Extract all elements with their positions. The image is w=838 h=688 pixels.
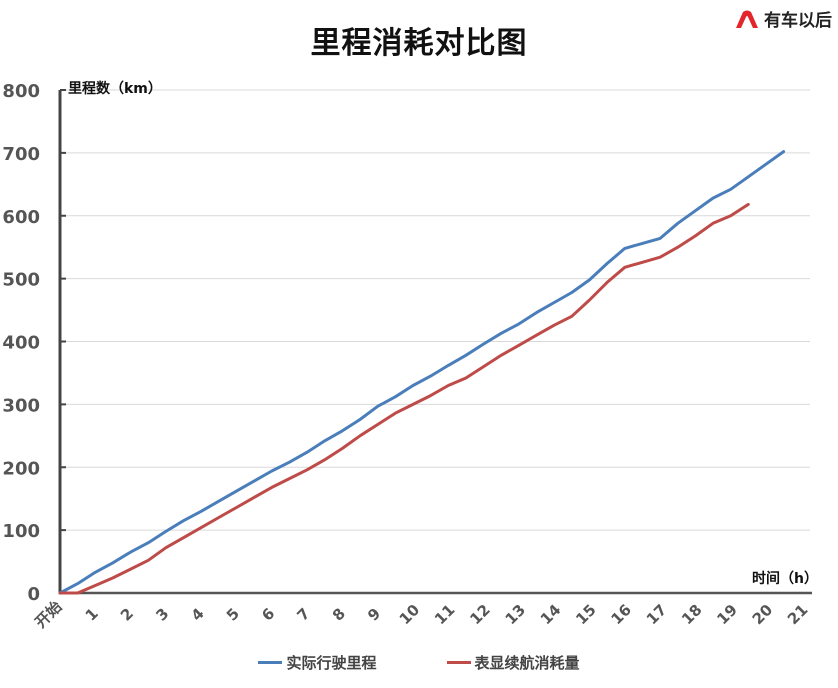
y-tick-label: 800 xyxy=(2,81,40,102)
y-tick-label: 0 xyxy=(27,584,40,605)
x-tick-label: 7 xyxy=(294,604,314,624)
gridlines xyxy=(62,89,810,531)
x-tick-label: 10 xyxy=(396,601,423,628)
x-tick-label: 18 xyxy=(678,601,705,628)
x-tick-label: 9 xyxy=(364,604,384,624)
x-tick-label: 19 xyxy=(713,601,740,628)
x-tick-label: 21 xyxy=(784,601,811,628)
x-tick-label: 12 xyxy=(466,601,493,628)
x-tick-label: 14 xyxy=(537,601,564,628)
x-tick-label: 6 xyxy=(258,604,278,624)
y-tick-label: 200 xyxy=(2,458,40,479)
car-brand-icon xyxy=(736,10,758,28)
y-tick-label: 300 xyxy=(2,395,40,416)
brand-logo: 有车以后 xyxy=(734,6,832,31)
x-tick-label: 4 xyxy=(188,604,208,624)
actual-mileage-line xyxy=(58,150,786,595)
y-tick-label: 400 xyxy=(2,333,40,354)
legend-swatch-red xyxy=(446,661,471,664)
y-tick-label: 700 xyxy=(2,144,40,165)
x-tick-label: 20 xyxy=(749,601,776,628)
y-tick-label: 600 xyxy=(2,207,40,228)
chart-title: 里程消耗对比图 xyxy=(310,26,528,61)
x-tick-label: 5 xyxy=(223,604,243,624)
y-axis-label: 里程数（km） xyxy=(68,80,162,97)
series-lines xyxy=(58,150,786,595)
x-tick-label: 13 xyxy=(502,601,529,628)
displayed-range-consumption-line xyxy=(58,202,750,595)
legend-item-actual: 实际行驶里程 xyxy=(258,652,377,673)
x-tick-label: 8 xyxy=(329,604,349,624)
legend: 实际行驶里程 表显续航消耗量 xyxy=(0,652,838,673)
y-tick-label: 500 xyxy=(2,270,40,291)
x-tick-label: 11 xyxy=(431,601,458,628)
x-tick-label: 16 xyxy=(608,601,635,628)
x-tick-label: 1 xyxy=(82,604,102,624)
x-tick-label: 15 xyxy=(572,601,599,628)
brand-name: 有车以后 xyxy=(764,11,832,31)
y-tick-label: 100 xyxy=(2,521,40,542)
legend-label: 表显续航消耗量 xyxy=(474,654,580,672)
y-axis-ticks: 0 100 200 300 400 500 600 700 800 xyxy=(2,81,66,605)
x-axis-label: 时间（h） xyxy=(752,570,818,587)
x-axis-ticks: 开始 1 2 3 4 5 6 7 8 9 10 11 12 13 14 15 16 17 18 19 20 21 xyxy=(31,597,811,631)
x-tick-label: 17 xyxy=(643,601,670,628)
legend-swatch-blue xyxy=(258,661,283,664)
legend-item-displayed: 表显续航消耗量 xyxy=(446,652,580,673)
x-tick-label: 2 xyxy=(117,604,137,624)
x-tick-label: 3 xyxy=(152,604,172,624)
legend-label: 实际行驶里程 xyxy=(286,654,377,672)
